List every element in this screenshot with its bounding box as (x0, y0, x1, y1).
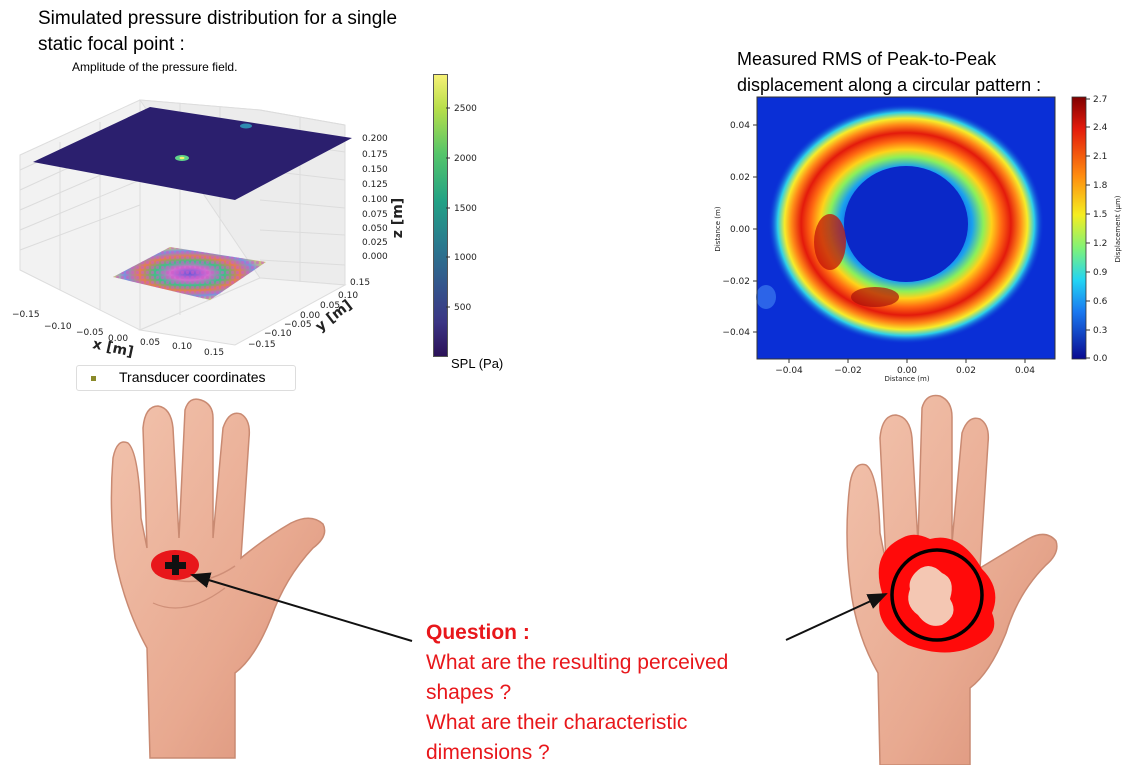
x-tick: −0.10 (44, 322, 72, 332)
arrow-to-left-hand (190, 572, 413, 642)
displacement-heatmap: 0.04 0.02 0.00 −0.02 −0.04 Distance (m) … (714, 95, 1122, 383)
y-tick: −0.05 (284, 320, 312, 330)
x-tick: 0.15 (204, 348, 224, 358)
x-tick: 0.05 (140, 338, 160, 348)
x-tick: 0.00 (897, 366, 917, 376)
colorbar-tick: 2.7 (1093, 95, 1107, 105)
colorbar-tick: 500 (454, 303, 471, 313)
question-block: Question : What are the resulting percei… (426, 618, 806, 768)
colorbar-tick: 0.6 (1093, 297, 1108, 307)
y-tick: −0.04 (722, 328, 750, 338)
x-tick: 0.04 (1015, 366, 1035, 376)
question-line: dimensions ? (426, 741, 550, 764)
colorbar-tick: 0.0 (1093, 354, 1108, 364)
legend-label: Transducer coordinates (119, 369, 266, 385)
y-tick: 0.10 (338, 291, 358, 301)
plus-icon (165, 555, 186, 575)
hand-icon (110, 398, 326, 759)
z-tick: 0.150 (362, 165, 388, 175)
y-tick: −0.10 (264, 329, 292, 339)
colorbar-tick: 1.5 (1093, 210, 1107, 220)
question-line: What are their characteristic (426, 711, 688, 734)
spl-colorbar-ticks: 2500 2000 1500 1000 500 (446, 104, 477, 313)
question-line: What are the resulting perceived (426, 651, 729, 674)
spl-colorbar (433, 74, 448, 357)
z-tick: 0.125 (362, 180, 388, 190)
colorbar-tick: 2000 (454, 154, 477, 164)
perceived-shape-hole (908, 566, 954, 626)
pressure-plane (33, 107, 352, 200)
colorbar-label: Displacement (µm) (1114, 195, 1122, 262)
y-axis-label: Distance (m) (714, 206, 722, 251)
question-heading: Question : (426, 621, 530, 644)
colorbar-tick: 2500 (454, 104, 477, 114)
right-heading: Measured RMS of Peak-to-Peak displacemen… (737, 46, 1117, 98)
x-tick: −0.02 (834, 366, 862, 376)
x-tick: −0.15 (12, 310, 40, 320)
legend-marker (91, 376, 96, 381)
x-tick: 0.02 (956, 366, 976, 376)
colorbar-tick: 0.3 (1093, 326, 1107, 336)
z-tick: 0.200 (362, 134, 388, 144)
hand-icon (846, 394, 1058, 765)
colorbar-tick: 1500 (454, 204, 477, 214)
legend: Transducer coordinates (76, 365, 296, 391)
colorbar-tick: 0.9 (1093, 268, 1108, 278)
z-tick: 0.050 (362, 224, 388, 234)
x-tick: −0.04 (775, 366, 803, 376)
z-tick: 0.100 (362, 195, 388, 205)
x-tick: 0.00 (108, 334, 128, 344)
y-tick: −0.15 (248, 340, 276, 350)
pressure-3d-plot: 0.200 0.175 0.150 0.125 0.100 0.075 0.05… (12, 99, 406, 360)
left-heading: Simulated pressure distribution for a si… (38, 6, 438, 58)
arrow-to-right-hand (785, 593, 888, 641)
z-axis-label: z [m] (390, 198, 406, 238)
y-tick: 0.00 (730, 225, 750, 235)
colorbar-label: SPL (Pa) (451, 356, 504, 371)
colorbar-tick: 1.2 (1093, 239, 1107, 249)
z-tick: 0.075 (362, 210, 388, 220)
y-tick: 0.15 (350, 278, 370, 288)
y-tick: 0.04 (730, 121, 750, 131)
z-tick: 0.175 (362, 150, 388, 160)
y-tick: 0.05 (320, 301, 340, 311)
right-heading-line2: displacement along a circular pattern : (737, 75, 1042, 95)
colorbar-tick: 1000 (454, 253, 477, 263)
reference-circle (890, 548, 984, 642)
x-tick: −0.05 (76, 328, 104, 338)
z-tick: 0.000 (362, 252, 388, 262)
question-line: shapes ? (426, 681, 512, 704)
right-heading-line1: Measured RMS of Peak-to-Peak (737, 49, 997, 69)
y-tick: 0.02 (730, 173, 750, 183)
colorbar-tick: 2.1 (1093, 152, 1107, 162)
left-heading-line2: static focal point : (38, 34, 185, 55)
y-tick: −0.02 (722, 277, 750, 287)
displacement-colorbar (1071, 96, 1087, 360)
colorbar-tick: 1.8 (1093, 181, 1108, 191)
y-tick: 0.00 (300, 311, 320, 321)
z-tick: 0.025 (362, 238, 388, 248)
plot-title: Amplitude of the pressure field. (72, 60, 238, 74)
x-axis-label: Distance (m) (884, 375, 929, 383)
x-tick: 0.10 (172, 342, 192, 352)
colorbar-tick: 2.4 (1093, 123, 1108, 133)
left-heading-line1: Simulated pressure distribution for a si… (38, 8, 398, 29)
